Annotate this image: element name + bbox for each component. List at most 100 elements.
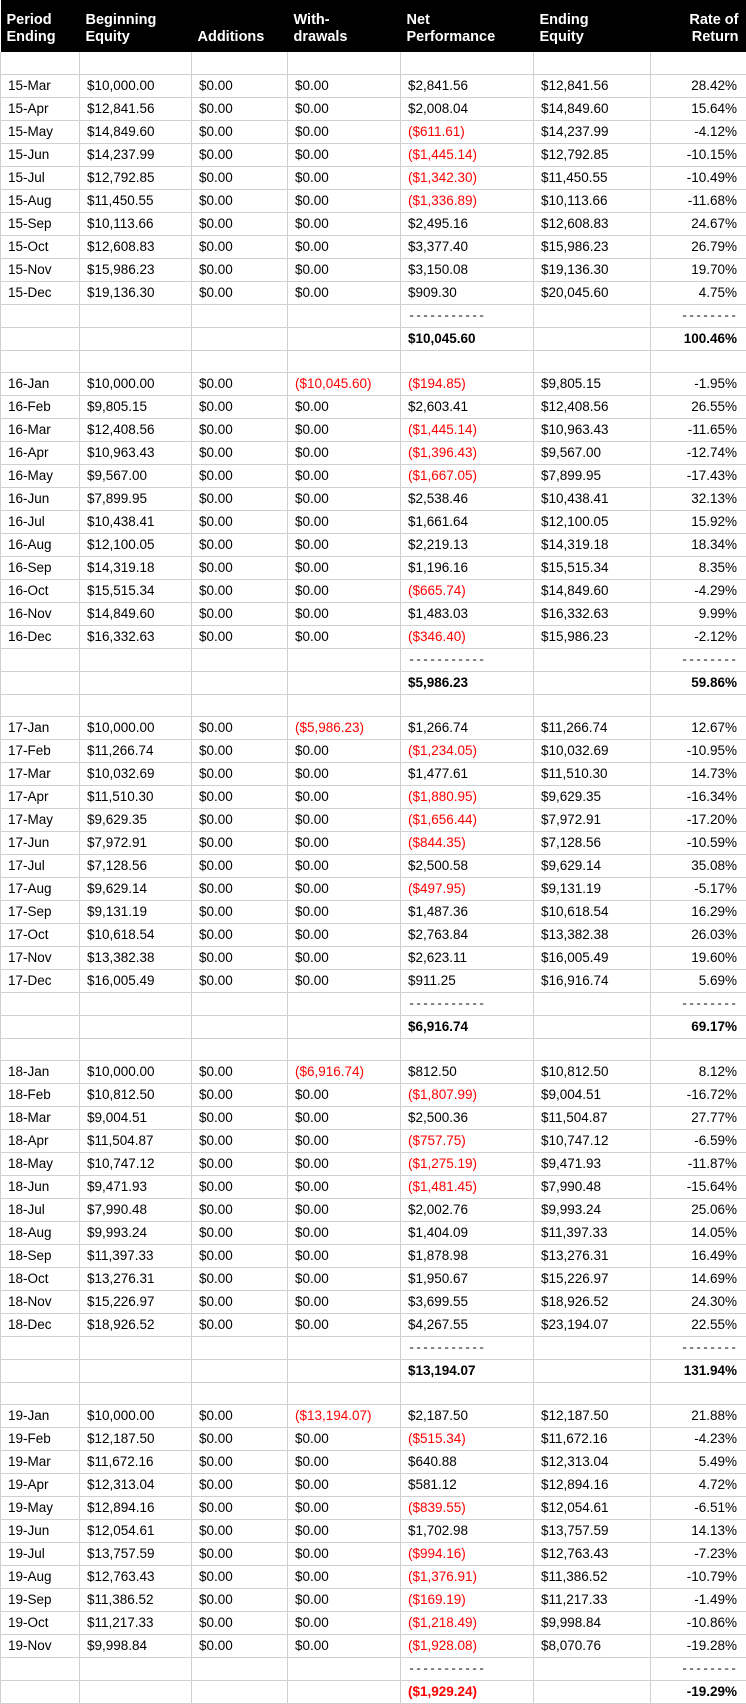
cell-net-performance: ($839.55) — [401, 1496, 534, 1519]
empty-cell — [288, 304, 401, 327]
empty-cell — [534, 350, 651, 372]
cell-withdrawals: $0.00 — [288, 946, 401, 969]
table-row: 15-Nov$15,986.23$0.00$0.00$3,150.08$19,1… — [1, 258, 746, 281]
cell-beginning-equity: $10,113.66 — [80, 212, 192, 235]
cell-ending-equity: $15,986.23 — [534, 625, 651, 648]
empty-cell — [534, 992, 651, 1015]
cell-withdrawals: $0.00 — [288, 510, 401, 533]
empty-cell — [80, 304, 192, 327]
cell-withdrawals: $0.00 — [288, 877, 401, 900]
cell-ending-equity: $12,763.43 — [534, 1542, 651, 1565]
empty-cell — [192, 648, 288, 671]
cell-beginning-equity: $12,313.04 — [80, 1473, 192, 1496]
header-line-2: Equity — [540, 29, 584, 45]
cell-period-ending: 18-Jul — [1, 1198, 80, 1221]
cell-additions: $0.00 — [192, 1290, 288, 1313]
cell-ending-equity: $12,313.04 — [534, 1450, 651, 1473]
cell-net-performance: ($346.40) — [401, 625, 534, 648]
cell-additions: $0.00 — [192, 1519, 288, 1542]
cell-net-performance: $640.88 — [401, 1450, 534, 1473]
empty-cell — [651, 1382, 746, 1404]
cell-period-ending: 15-Dec — [1, 281, 80, 304]
total-net-performance: $5,986.23 — [401, 671, 534, 694]
cell-additions: $0.00 — [192, 969, 288, 992]
cell-additions: $0.00 — [192, 1634, 288, 1657]
table-row: 16-May$9,567.00$0.00$0.00($1,667.05)$7,8… — [1, 464, 746, 487]
empty-cell — [192, 327, 288, 350]
cell-period-ending: 17-Jan — [1, 716, 80, 739]
cell-net-performance: ($1,481.45) — [401, 1175, 534, 1198]
cell-beginning-equity: $11,386.52 — [80, 1588, 192, 1611]
cell-net-performance: $1,477.61 — [401, 762, 534, 785]
cell-withdrawals: $0.00 — [288, 1542, 401, 1565]
separator-row: ------------------- — [1, 304, 746, 327]
cell-beginning-equity: $9,004.51 — [80, 1106, 192, 1129]
separator-row: ------------------- — [1, 1336, 746, 1359]
empty-cell — [288, 1015, 401, 1038]
cell-withdrawals: $0.00 — [288, 97, 401, 120]
cell-rate-of-return: 12.67% — [651, 716, 746, 739]
net-performance-separator: ----------- — [401, 304, 534, 327]
empty-cell — [651, 1038, 746, 1060]
cell-period-ending: 17-Sep — [1, 900, 80, 923]
empty-cell — [288, 1657, 401, 1680]
cell-additions: $0.00 — [192, 1427, 288, 1450]
empty-cell — [1, 1382, 80, 1404]
empty-cell — [288, 327, 401, 350]
yearly-total-row: $5,986.23 59.86% — [1, 671, 746, 694]
cell-beginning-equity: $10,000.00 — [80, 372, 192, 395]
cell-withdrawals: $0.00 — [288, 556, 401, 579]
cell-rate-of-return: -4.29% — [651, 579, 746, 602]
empty-cell — [651, 694, 746, 716]
table-row: 16-Oct$15,515.34$0.00$0.00($665.74)$14,8… — [1, 579, 746, 602]
cell-period-ending: 16-Oct — [1, 579, 80, 602]
cell-period-ending: 16-Mar — [1, 418, 80, 441]
table-row: 18-May$10,747.12$0.00$0.00($1,275.19)$9,… — [1, 1152, 746, 1175]
spacer-row — [1, 1038, 746, 1060]
cell-net-performance: ($1,445.14) — [401, 418, 534, 441]
cell-beginning-equity: $7,128.56 — [80, 854, 192, 877]
cell-rate-of-return: -1.49% — [651, 1588, 746, 1611]
table-row: 19-Sep$11,386.52$0.00$0.00($169.19)$11,2… — [1, 1588, 746, 1611]
empty-cell — [288, 648, 401, 671]
cell-withdrawals: $0.00 — [288, 1221, 401, 1244]
cell-beginning-equity: $12,763.43 — [80, 1565, 192, 1588]
cell-rate-of-return: -11.87% — [651, 1152, 746, 1175]
total-rate-of-return: 59.86% — [651, 671, 746, 694]
cell-period-ending: 16-Aug — [1, 533, 80, 556]
cell-withdrawals: $0.00 — [288, 487, 401, 510]
column-header-period-ending: Period Ending — [1, 0, 80, 52]
cell-net-performance: ($1,880.95) — [401, 785, 534, 808]
cell-withdrawals: $0.00 — [288, 923, 401, 946]
header-line-1: With- — [294, 12, 330, 28]
cell-rate-of-return: 15.92% — [651, 510, 746, 533]
cell-rate-of-return: -10.86% — [651, 1611, 746, 1634]
cell-net-performance: ($1,234.05) — [401, 739, 534, 762]
total-net-performance: $10,045.60 — [401, 327, 534, 350]
cell-period-ending: 15-Oct — [1, 235, 80, 258]
table-row: 16-Sep$14,319.18$0.00$0.00$1,196.16$15,5… — [1, 556, 746, 579]
cell-net-performance: ($1,396.43) — [401, 441, 534, 464]
cell-additions: $0.00 — [192, 602, 288, 625]
table-row: 17-Feb$11,266.74$0.00$0.00($1,234.05)$10… — [1, 739, 746, 762]
cell-additions: $0.00 — [192, 900, 288, 923]
table-row: 19-Jul$13,757.59$0.00$0.00($994.16)$12,7… — [1, 1542, 746, 1565]
cell-beginning-equity: $11,504.87 — [80, 1129, 192, 1152]
cell-net-performance: $1,266.74 — [401, 716, 534, 739]
cell-net-performance: $4,267.55 — [401, 1313, 534, 1336]
cell-additions: $0.00 — [192, 258, 288, 281]
cell-additions: $0.00 — [192, 946, 288, 969]
cell-additions: $0.00 — [192, 1106, 288, 1129]
cell-net-performance: ($515.34) — [401, 1427, 534, 1450]
table-row: 16-Mar$12,408.56$0.00$0.00($1,445.14)$10… — [1, 418, 746, 441]
cell-period-ending: 19-Nov — [1, 1634, 80, 1657]
empty-cell — [534, 648, 651, 671]
cell-ending-equity: $11,397.33 — [534, 1221, 651, 1244]
empty-cell — [1, 694, 80, 716]
empty-cell — [534, 1382, 651, 1404]
empty-cell — [651, 52, 746, 74]
empty-cell — [192, 694, 288, 716]
cell-net-performance: $1,196.16 — [401, 556, 534, 579]
